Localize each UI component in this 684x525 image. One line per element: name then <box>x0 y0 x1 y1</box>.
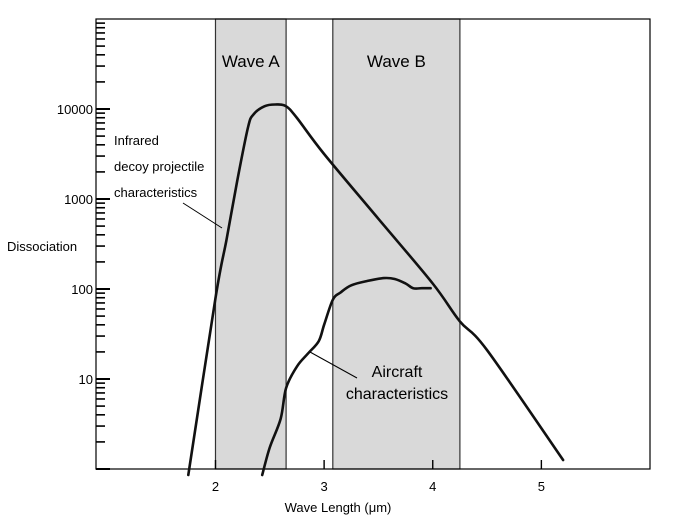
y-axis-title: Dissociation <box>7 239 77 254</box>
x-axis-title: Wave Length (μm) <box>285 500 392 515</box>
aircraft-annotation-line-2: characteristics <box>346 386 448 403</box>
x-axis-ticks: 2 3 4 5 <box>212 460 545 494</box>
x-tick-label-2: 2 <box>212 479 219 494</box>
band-label-wave-a: Wave A <box>222 52 281 71</box>
annotations: Infrared decoy projectile characteristic… <box>114 133 448 403</box>
y-tick-label-1000: 1000 <box>64 192 93 207</box>
y-tick-label-100: 100 <box>71 282 93 297</box>
decoy-annotation-line-2: decoy projectile <box>114 159 204 174</box>
series-infrared-decoy-projectile-characteristics <box>187 103 565 477</box>
x-tick-label-5: 5 <box>538 479 545 494</box>
decoy-leader-line <box>182 202 223 229</box>
aircraft-annotation-line-1: Aircraft <box>372 364 423 381</box>
x-tick-label-4: 4 <box>429 479 436 494</box>
band-label-wave-b: Wave B <box>367 52 426 71</box>
decoy-annotation-line-3: characteristics <box>114 185 198 200</box>
x-tick-label-3: 3 <box>321 479 328 494</box>
decoy-annotation-line-1: Infrared <box>114 133 159 148</box>
plot-frame <box>95 18 651 470</box>
series-lines <box>187 103 565 477</box>
y-tick-label-10: 10 <box>79 372 93 387</box>
y-tick-label-10000: 10000 <box>57 102 93 117</box>
wavelength-bands: Wave A Wave B <box>214 18 461 470</box>
series-aircraft-characteristics <box>260 276 432 477</box>
y-axis-ticks: 10 100 1000 10000 <box>57 22 110 470</box>
band-wave-a <box>214 18 287 470</box>
aircraft-leader-line <box>309 351 358 379</box>
